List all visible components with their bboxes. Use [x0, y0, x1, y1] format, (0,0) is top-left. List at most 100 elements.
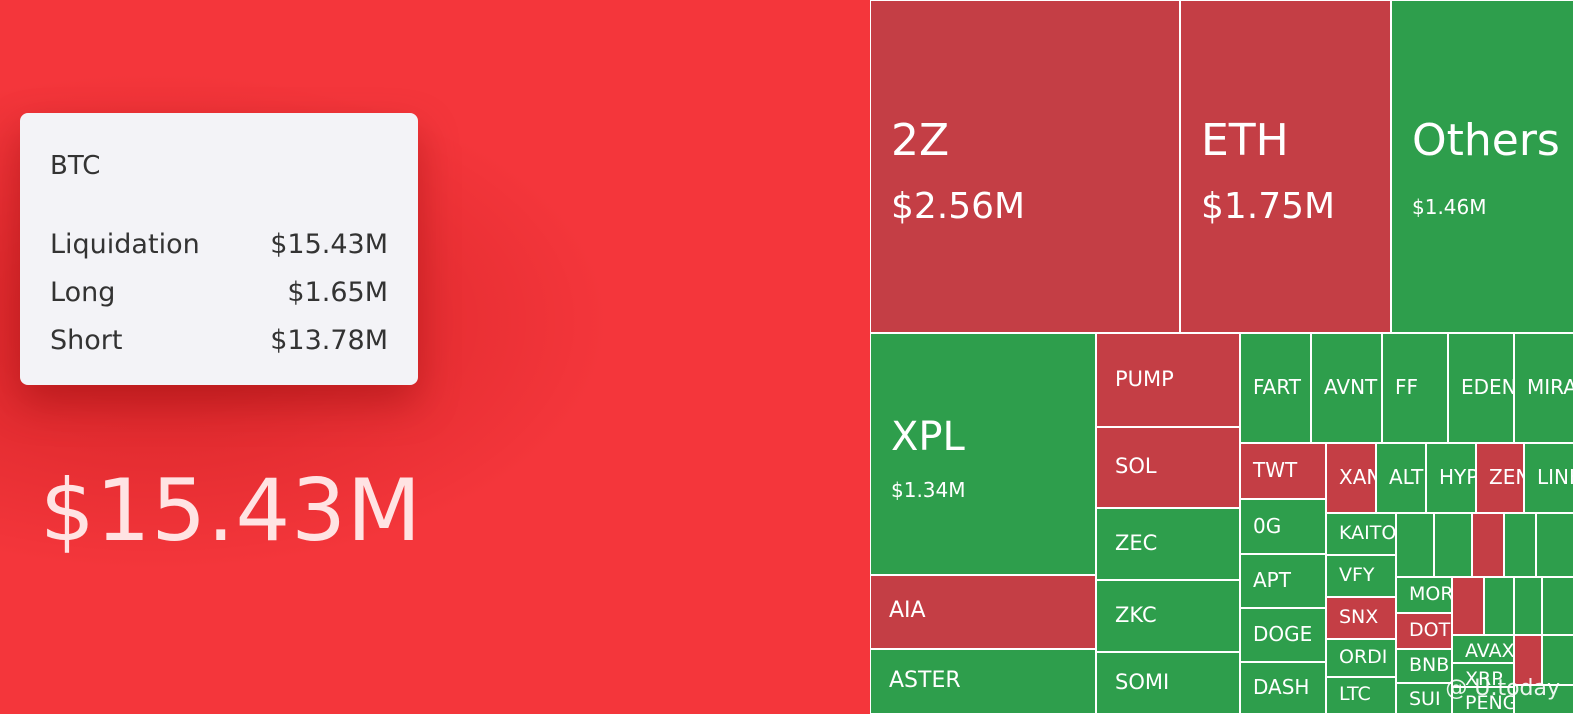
tile-symbol: HYPE [1439, 465, 1475, 489]
tile-sol[interactable]: SOL [1096, 427, 1240, 508]
tile-symbol: FF [1395, 375, 1419, 399]
tile-unlabeled[interactable] [1472, 513, 1504, 577]
tooltip-row-value: $15.43M [270, 229, 388, 260]
tile-symbol: SOL [1115, 454, 1157, 478]
tile-sui[interactable]: SUI [1396, 683, 1452, 714]
tile-kaito[interactable]: KAITO [1326, 513, 1396, 555]
tile-avax[interactable]: AVAX [1452, 635, 1514, 663]
tile-symbol: SUI [1409, 688, 1441, 710]
tooltip-row-short: Short $13.78M [50, 317, 388, 365]
tile-hype[interactable]: HYPE [1426, 443, 1476, 513]
tooltip-row-label: Short [50, 325, 123, 356]
tile-vfy[interactable]: VFY [1326, 555, 1396, 597]
tile-snx[interactable]: SNX [1326, 597, 1396, 639]
tile-alt[interactable]: ALT [1376, 443, 1426, 513]
tile-unlabeled[interactable] [1504, 513, 1536, 577]
tile-symbol: TWT [1253, 458, 1298, 482]
tile-fart[interactable]: FART [1240, 333, 1311, 443]
tile-value: $1.34M [891, 478, 966, 502]
tile-symbol: PUMP [1115, 367, 1174, 391]
watermark: @ U.today [1445, 676, 1560, 701]
tile-symbol: DOGE [1253, 622, 1313, 646]
tile-symbol: XAN [1339, 465, 1375, 489]
tile-zkc[interactable]: ZKC [1096, 580, 1240, 652]
tile-ordi[interactable]: ORDI [1326, 639, 1396, 677]
tile-eth[interactable]: ETH $1.75M [1180, 0, 1391, 333]
tile-symbol: ZEN [1489, 465, 1523, 489]
tile-ltc[interactable]: LTC [1326, 677, 1396, 714]
tile-symbol: ETH [1201, 115, 1289, 166]
tile-apt[interactable]: APT [1240, 554, 1326, 608]
tooltip-card: BTC Liquidation $15.43M Long $1.65M Short $13.… [20, 113, 418, 385]
tile-ff[interactable]: FF [1382, 333, 1448, 443]
tile-symbol: PENGU [1465, 692, 1513, 714]
tooltip-row-label: Liquidation [50, 229, 200, 260]
tile-unlabeled[interactable] [1396, 513, 1434, 577]
tile-symbol: LINK [1537, 465, 1573, 489]
tile-symbol: AVNT [1324, 375, 1378, 399]
btc-liquidation-amount: $15.43M [40, 461, 423, 561]
tile-aia[interactable]: AIA [870, 575, 1096, 649]
tile-unlabeled[interactable] [1452, 577, 1484, 635]
tooltip-row-value: $1.65M [287, 277, 388, 308]
tile-dot[interactable]: DOT [1396, 613, 1452, 649]
tile-xpl[interactable]: XPL $1.34M [870, 333, 1096, 575]
tile-symbol: XPL [891, 414, 965, 460]
tile-zec[interactable]: ZEC [1096, 508, 1240, 580]
tile-symbol: DOT [1409, 619, 1451, 641]
tile-mira[interactable]: MIRA [1514, 333, 1574, 443]
tile-dash[interactable]: DASH [1240, 662, 1326, 714]
tile-doge[interactable]: DOGE [1240, 608, 1326, 662]
tile-zen[interactable]: ZEN [1476, 443, 1524, 513]
tile-2z[interactable]: 2Z $2.56M [870, 0, 1180, 333]
tile-eden[interactable]: EDEN [1448, 333, 1514, 443]
tile-symbol: VFY [1339, 564, 1375, 586]
tile-symbol: MORPHO [1409, 583, 1452, 605]
tile-symbol: AIA [889, 598, 926, 623]
tile-pump[interactable]: PUMP [1096, 333, 1240, 427]
tile-symbol: Others [1412, 115, 1560, 166]
tile-unlabeled[interactable] [1514, 577, 1542, 635]
tile-0g[interactable]: 0G [1240, 499, 1326, 554]
tile-link[interactable]: LINK [1524, 443, 1574, 513]
tile-aster[interactable]: ASTER [870, 649, 1096, 714]
tile-unlabeled[interactable] [1542, 635, 1574, 685]
tile-xrp[interactable]: XRP [1452, 663, 1514, 687]
tooltip-row-liquidation: Liquidation $15.43M [50, 221, 388, 269]
tile-symbol: DASH [1253, 675, 1310, 699]
tile-value: $1.75M [1201, 186, 1336, 227]
tile-bnb[interactable]: BNB [1396, 649, 1452, 683]
tooltip-row-value: $13.78M [270, 325, 388, 356]
tile-symbol: ALT [1389, 465, 1424, 489]
tile-morpho[interactable]: MORPHO [1396, 577, 1452, 613]
tile-symbol: SNX [1339, 606, 1379, 628]
tile-symbol: SOMI [1115, 670, 1170, 694]
tile-unlabeled[interactable] [1434, 513, 1472, 577]
tile-value: $1.46M [1412, 195, 1487, 219]
tile-unlabeled[interactable] [1514, 635, 1542, 685]
tile-symbol: ZEC [1115, 531, 1158, 555]
tile-unlabeled[interactable] [1542, 577, 1574, 635]
tile-symbol: AVAX [1465, 640, 1514, 662]
tile-somi[interactable]: SOMI [1096, 652, 1240, 714]
tile-symbol: 0G [1253, 514, 1282, 538]
tile-unlabeled[interactable] [1536, 513, 1574, 577]
tile-others[interactable]: Others $1.46M [1391, 0, 1574, 333]
tile-symbol: EDEN [1461, 375, 1514, 399]
tile-twt[interactable]: TWT [1240, 443, 1326, 499]
tile-symbol: XRP [1465, 668, 1503, 687]
tile-symbol: FART [1253, 375, 1302, 399]
tile-unlabeled[interactable] [1484, 577, 1514, 635]
tile-avnt[interactable]: AVNT [1311, 333, 1382, 443]
tile-symbol: APT [1253, 568, 1291, 592]
tile-symbol: ASTER [889, 668, 961, 693]
tooltip-row-long: Long $1.65M [50, 269, 388, 317]
tile-value: $2.56M [891, 186, 1026, 227]
tile-xan[interactable]: XAN [1326, 443, 1376, 513]
tile-symbol: KAITO [1339, 522, 1396, 544]
tile-symbol: 2Z [891, 115, 950, 166]
tile-symbol: LTC [1339, 683, 1371, 705]
tooltip-title: BTC [50, 151, 101, 181]
tile-btc[interactable]: BTC Liquidation $15.43M Long $1.65M Short $13.… [0, 0, 870, 714]
tile-symbol: ZKC [1115, 603, 1157, 627]
